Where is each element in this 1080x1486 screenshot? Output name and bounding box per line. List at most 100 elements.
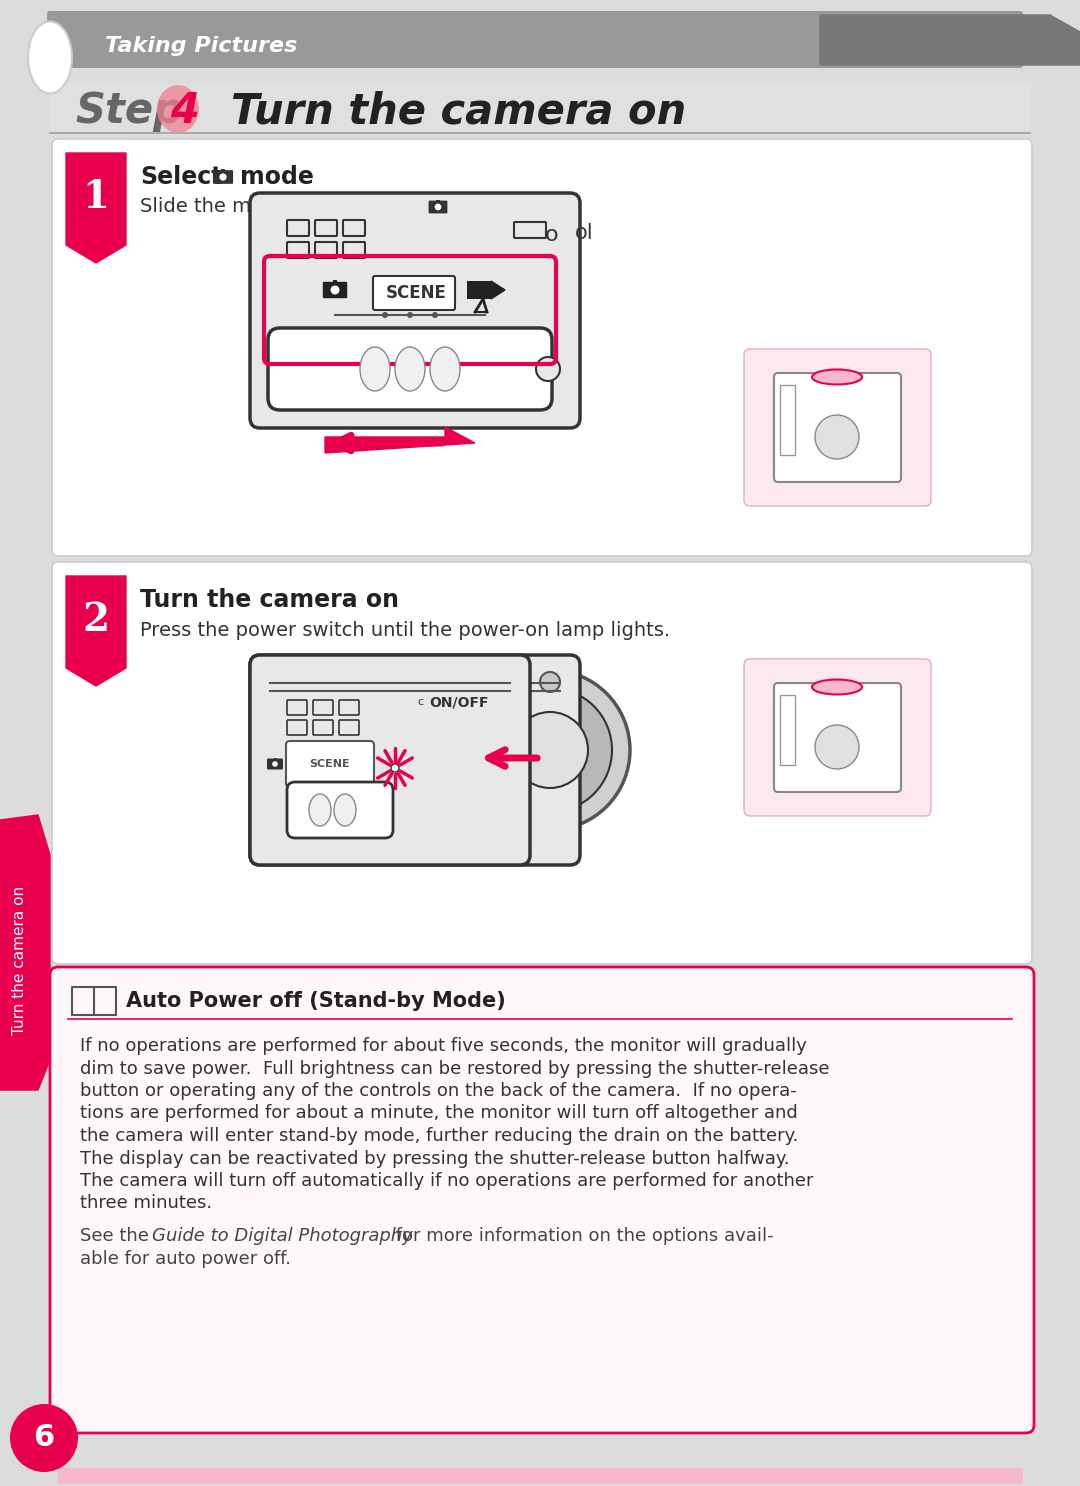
Polygon shape <box>66 577 126 687</box>
FancyBboxPatch shape <box>287 700 307 715</box>
Text: the camera will enter stand-by mode, further reducing the drain on the battery.: the camera will enter stand-by mode, fur… <box>80 1126 798 1146</box>
FancyBboxPatch shape <box>249 193 580 428</box>
Circle shape <box>10 1404 78 1473</box>
FancyBboxPatch shape <box>744 658 931 816</box>
Circle shape <box>815 725 859 768</box>
FancyBboxPatch shape <box>287 220 309 236</box>
Text: Select: Select <box>140 165 222 189</box>
Text: o: o <box>545 224 558 245</box>
FancyBboxPatch shape <box>774 373 901 481</box>
Polygon shape <box>66 153 126 263</box>
FancyBboxPatch shape <box>313 721 333 736</box>
FancyBboxPatch shape <box>373 276 455 311</box>
Circle shape <box>432 312 438 318</box>
Circle shape <box>815 415 859 459</box>
Text: Turn the camera on: Turn the camera on <box>140 588 399 612</box>
Circle shape <box>272 761 278 767</box>
FancyBboxPatch shape <box>287 782 393 838</box>
Text: dim to save power.  Full brightness can be restored by pressing the shutter-rele: dim to save power. Full brightness can b… <box>80 1060 829 1077</box>
FancyBboxPatch shape <box>286 742 374 788</box>
Text: (auto mode).: (auto mode). <box>456 198 582 217</box>
Circle shape <box>434 204 442 211</box>
FancyBboxPatch shape <box>50 83 1030 135</box>
Bar <box>221 169 225 171</box>
Text: ON/OFF: ON/OFF <box>429 695 488 709</box>
Circle shape <box>512 712 588 788</box>
Polygon shape <box>820 15 1080 65</box>
Ellipse shape <box>334 794 356 826</box>
Polygon shape <box>0 814 50 1091</box>
FancyBboxPatch shape <box>249 655 530 865</box>
Circle shape <box>219 174 227 181</box>
FancyBboxPatch shape <box>287 242 309 259</box>
Circle shape <box>391 764 399 773</box>
FancyBboxPatch shape <box>339 721 359 736</box>
Text: button or operating any of the controls on the back of the camera.  If no opera-: button or operating any of the controls … <box>80 1082 797 1100</box>
Bar <box>58 1468 1023 1485</box>
Text: ol: ol <box>575 223 594 244</box>
FancyBboxPatch shape <box>287 721 307 736</box>
Circle shape <box>488 688 612 811</box>
Ellipse shape <box>157 85 199 134</box>
Text: The display can be reactivated by pressing the shutter-release button halfway.: The display can be reactivated by pressi… <box>80 1150 789 1168</box>
FancyBboxPatch shape <box>315 242 337 259</box>
Text: Turn the camera on: Turn the camera on <box>13 886 27 1034</box>
FancyBboxPatch shape <box>339 700 359 715</box>
FancyBboxPatch shape <box>287 721 307 736</box>
FancyBboxPatch shape <box>323 282 347 299</box>
FancyBboxPatch shape <box>313 721 333 736</box>
FancyBboxPatch shape <box>339 700 359 715</box>
Text: The camera will turn off automatically if no operations are performed for anothe: The camera will turn off automatically i… <box>80 1172 813 1190</box>
Text: 4: 4 <box>170 91 199 132</box>
Ellipse shape <box>395 348 426 391</box>
Text: c: c <box>417 697 423 707</box>
FancyBboxPatch shape <box>213 171 233 184</box>
Bar <box>436 199 440 202</box>
Bar <box>273 758 276 759</box>
FancyBboxPatch shape <box>287 700 307 715</box>
Ellipse shape <box>812 370 862 385</box>
Text: tions are performed for about a minute, the monitor will turn off altogether and: tions are performed for about a minute, … <box>80 1104 798 1122</box>
Circle shape <box>536 357 561 380</box>
Ellipse shape <box>360 348 390 391</box>
FancyBboxPatch shape <box>52 562 1032 964</box>
Text: Turn the camera on: Turn the camera on <box>202 91 686 132</box>
FancyBboxPatch shape <box>339 721 359 736</box>
Polygon shape <box>491 281 505 299</box>
Bar <box>333 279 337 284</box>
FancyBboxPatch shape <box>313 700 333 715</box>
Text: Slide the mode selector to: Slide the mode selector to <box>140 198 397 217</box>
Circle shape <box>407 312 413 318</box>
Circle shape <box>470 670 630 831</box>
Circle shape <box>330 285 339 294</box>
Text: Press the power switch until the power-on lamp lights.: Press the power switch until the power-o… <box>140 621 670 639</box>
Text: able for auto power off.: able for auto power off. <box>80 1250 291 1268</box>
FancyBboxPatch shape <box>343 220 365 236</box>
Text: three minutes.: three minutes. <box>80 1195 212 1213</box>
Ellipse shape <box>28 21 72 94</box>
Bar <box>467 281 491 299</box>
Text: 1: 1 <box>82 178 109 215</box>
Text: Auto Power off (Stand-by Mode): Auto Power off (Stand-by Mode) <box>126 991 505 1010</box>
Text: Taking Pictures: Taking Pictures <box>105 36 297 55</box>
FancyBboxPatch shape <box>50 967 1034 1433</box>
Text: 6: 6 <box>33 1424 55 1452</box>
Bar <box>780 695 795 765</box>
FancyBboxPatch shape <box>774 684 901 792</box>
FancyBboxPatch shape <box>48 10 1023 68</box>
FancyBboxPatch shape <box>744 349 931 507</box>
FancyBboxPatch shape <box>52 140 1032 556</box>
Text: If no operations are performed for about five seconds, the monitor will graduall: If no operations are performed for about… <box>80 1037 807 1055</box>
Text: SCENE: SCENE <box>310 759 350 768</box>
FancyBboxPatch shape <box>429 201 447 214</box>
Text: See the: See the <box>80 1227 154 1245</box>
FancyBboxPatch shape <box>315 220 337 236</box>
Circle shape <box>540 672 561 692</box>
FancyBboxPatch shape <box>514 221 546 238</box>
Ellipse shape <box>812 679 862 694</box>
Ellipse shape <box>430 348 460 391</box>
FancyBboxPatch shape <box>268 328 552 410</box>
Circle shape <box>382 312 388 318</box>
Text: for more information on the options avail-: for more information on the options avai… <box>390 1227 773 1245</box>
Text: Step: Step <box>75 91 183 132</box>
